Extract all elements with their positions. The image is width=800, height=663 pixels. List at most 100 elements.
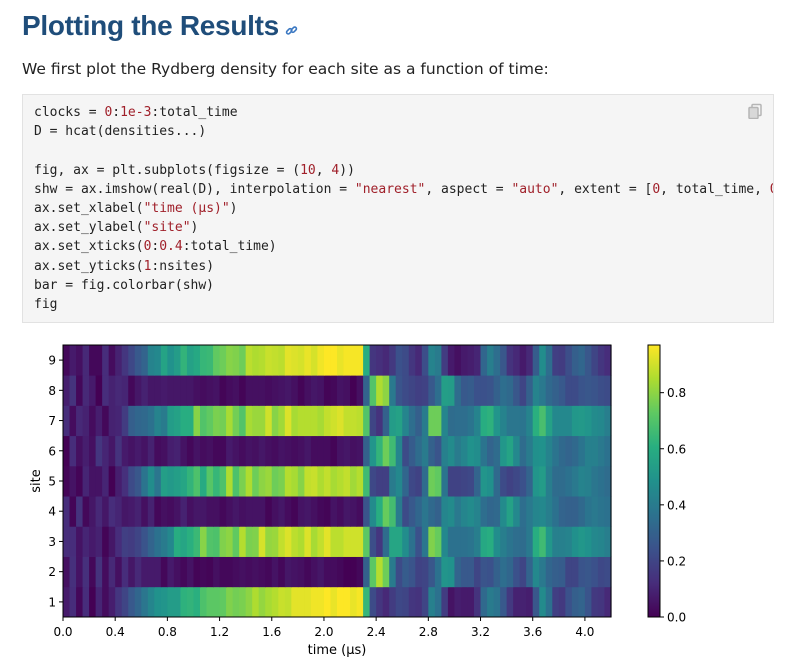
heatmap-cell [76, 586, 84, 618]
heatmap-cell [271, 556, 279, 588]
heatmap-cell [376, 435, 384, 467]
heatmap-cell [317, 345, 325, 376]
heatmap-cell [213, 345, 221, 376]
heatmap-cell [513, 496, 521, 527]
heatmap-cell [532, 465, 540, 497]
heatmap-cell [408, 435, 416, 467]
heatmap-cell [245, 375, 253, 406]
code-token: D = hcat(densities...) [34, 124, 207, 140]
code-token: )) [339, 162, 355, 178]
heatmap-cell [82, 526, 90, 557]
heatmap-cell [493, 375, 501, 406]
heatmap-cell [226, 375, 234, 406]
heatmap-cell [558, 556, 566, 588]
heatmap-cell [421, 435, 429, 467]
code-content[interactable]: clocks = 0:1e-3:total_time D = hcat(dens… [23, 95, 773, 314]
heatmap-cell [597, 526, 606, 557]
link-icon[interactable] [285, 12, 298, 44]
heatmap-cell [154, 405, 162, 437]
heatmap-cell [193, 556, 201, 588]
heatmap-cell [330, 435, 338, 467]
heatmap-cell [519, 496, 527, 527]
heatmap-cell [95, 435, 103, 467]
heatmap-cell [141, 345, 149, 376]
heatmap-cell [167, 586, 175, 618]
heatmap-cell [350, 405, 358, 437]
heatmap-cell [115, 345, 123, 376]
heatmap-cell [232, 375, 240, 406]
heatmap-cell [408, 405, 416, 437]
heatmap-cell [232, 526, 240, 557]
heatmap-cell [271, 345, 279, 376]
heatmap-cell [597, 465, 606, 497]
heatmap-cell [454, 586, 462, 618]
heatmap-cell [76, 526, 84, 557]
heatmap-cell [271, 465, 279, 497]
heatmap-cell [115, 496, 123, 527]
heatmap-cell [95, 375, 103, 406]
heatmap-cell [415, 405, 423, 437]
heatmap-cell [421, 586, 429, 618]
heatmap-cell [115, 435, 123, 467]
heatmap-cell [82, 435, 90, 467]
heatmap-cell [500, 345, 508, 376]
heatmap-cell [121, 435, 129, 467]
heatmap-cell [447, 465, 456, 497]
heatmap-cell [323, 345, 332, 376]
heatmap-cell [480, 556, 488, 588]
heatmap-cell [134, 496, 142, 527]
heatmap-cell [154, 526, 162, 557]
heatmap-cell [467, 496, 475, 527]
heatmap-cell [258, 405, 266, 437]
heatmap-cell [350, 435, 358, 467]
heatmap-cell [597, 345, 606, 376]
heatmap-cell [200, 375, 208, 406]
heatmap-cell [317, 556, 325, 588]
heatmap-cell [108, 586, 116, 618]
heatmap-cell [337, 496, 345, 527]
heatmap-cell [584, 465, 593, 497]
heatmap-cell [304, 345, 312, 376]
heatmap-cell [487, 435, 495, 467]
heatmap-cell [297, 375, 305, 406]
heatmap-cell [232, 435, 240, 467]
x-axis-ticks: 0.0 0.4 0.8 1.2 1.6 2.0 2.4 2.8 3.2 3.6 4.0 [53, 617, 594, 639]
heatmap-cell [493, 586, 501, 618]
heatmap-cell [369, 465, 377, 497]
heatmap-cell [128, 405, 136, 437]
heatmap-cell [434, 526, 442, 557]
heatmap-cell [382, 435, 390, 467]
heatmap-cell [376, 405, 384, 437]
heatmap-cell [271, 405, 279, 437]
heatmap-cell [160, 405, 168, 437]
heatmap-cell [597, 435, 606, 467]
heatmap-cell [291, 375, 299, 406]
heatmap-cell [441, 496, 449, 527]
heatmap-cell [447, 526, 456, 557]
heatmap-cell [108, 465, 116, 497]
heatmap-cell [356, 496, 364, 527]
code-token-str: "auto" [511, 181, 559, 197]
heatmap-cell [167, 405, 175, 437]
code-block[interactable]: clocks = 0:1e-3:total_time D = hcat(dens… [22, 94, 774, 323]
heatmap-cell [76, 556, 84, 588]
heatmap-cell [480, 526, 488, 557]
heatmap-cell [460, 556, 469, 588]
heatmap-cell [389, 375, 397, 406]
heatmap-cell [604, 526, 612, 557]
heatmap-cell [200, 465, 208, 497]
heatmap-cell [408, 586, 416, 618]
code-token: , [315, 162, 332, 178]
heatmap-cell [102, 435, 110, 467]
heatmap-cell [558, 435, 566, 467]
heatmap-cell [526, 465, 534, 497]
heatmap-cell [89, 405, 97, 437]
heatmap-cell [552, 556, 560, 588]
heatmap-cell [591, 345, 599, 376]
heatmap-cell [369, 405, 377, 437]
heatmap-cell [421, 496, 429, 527]
heatmap-cell [441, 345, 449, 376]
heatmap-cell [147, 465, 155, 497]
code-token-num: 0.4 [159, 239, 183, 255]
copy-icon[interactable] [747, 103, 763, 120]
